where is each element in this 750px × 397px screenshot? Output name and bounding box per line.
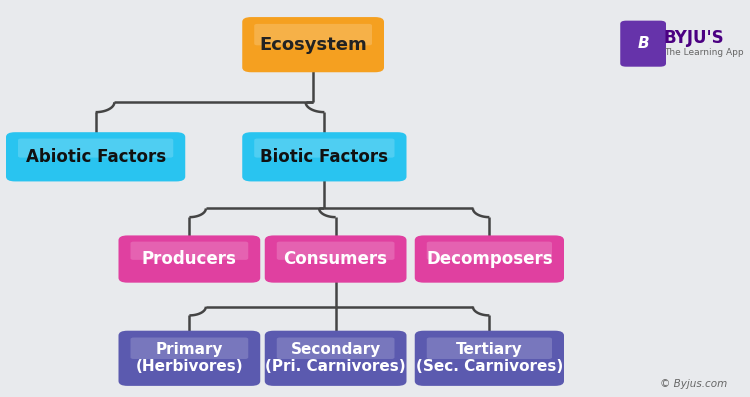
Text: © Byjus.com: © Byjus.com (660, 379, 728, 389)
FancyBboxPatch shape (277, 242, 394, 260)
FancyBboxPatch shape (18, 139, 173, 158)
Text: Primary
(Herbivores): Primary (Herbivores) (136, 342, 243, 374)
Text: Consumers: Consumers (284, 250, 388, 268)
FancyBboxPatch shape (130, 337, 248, 359)
Text: Biotic Factors: Biotic Factors (260, 148, 388, 166)
FancyBboxPatch shape (254, 24, 372, 45)
Text: Abiotic Factors: Abiotic Factors (26, 148, 166, 166)
FancyBboxPatch shape (415, 235, 564, 283)
Text: Ecosystem: Ecosystem (260, 36, 367, 54)
FancyBboxPatch shape (415, 331, 564, 386)
FancyBboxPatch shape (242, 132, 406, 181)
FancyBboxPatch shape (265, 235, 407, 283)
FancyBboxPatch shape (620, 21, 666, 67)
FancyBboxPatch shape (427, 337, 552, 359)
FancyBboxPatch shape (254, 139, 394, 158)
FancyBboxPatch shape (6, 132, 185, 181)
FancyBboxPatch shape (427, 242, 552, 260)
Text: Producers: Producers (142, 250, 237, 268)
Text: Tertiary
(Sec. Carnivores): Tertiary (Sec. Carnivores) (416, 342, 563, 374)
FancyBboxPatch shape (242, 17, 384, 72)
FancyBboxPatch shape (118, 235, 260, 283)
Text: The Learning App: The Learning App (664, 48, 743, 57)
Text: BYJU'S: BYJU'S (664, 29, 724, 47)
FancyBboxPatch shape (277, 337, 394, 359)
Text: Secondary
(Pri. Carnivores): Secondary (Pri. Carnivores) (266, 342, 406, 374)
FancyBboxPatch shape (130, 242, 248, 260)
Text: B: B (638, 36, 649, 51)
FancyBboxPatch shape (265, 331, 407, 386)
FancyBboxPatch shape (118, 331, 260, 386)
Text: Decomposers: Decomposers (426, 250, 553, 268)
